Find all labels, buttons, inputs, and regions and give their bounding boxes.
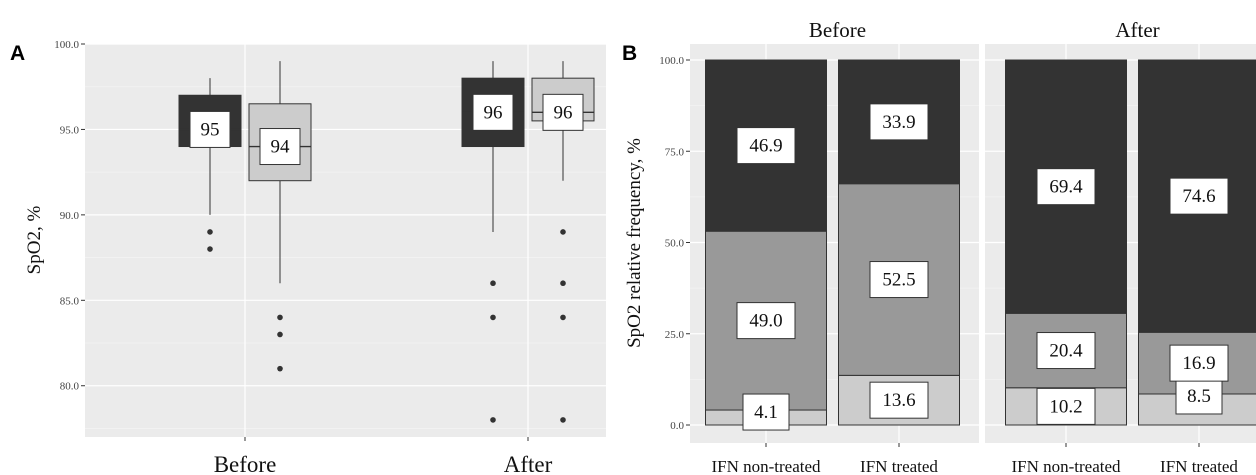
panel-a-letter: A	[10, 42, 25, 65]
panel-a-x-labels: Before After	[214, 437, 553, 475]
panel-b-facet-before: Before 4.1 49.0 46.9 IFN non-treated 13.6 52.5…	[690, 18, 979, 475]
panel-b-facet-before-ifn-treated-segment-2-label: 52.5	[882, 270, 915, 291]
panel-b-facet-before-ifn-treated-segment-3-label: 33.9	[882, 112, 915, 133]
panel-b-facet-before-ifn-non-treated-x-label: IFN non-treated	[711, 457, 821, 475]
panel-b-facet-after-ifn-treated-segment-1-label: 8.5	[1187, 386, 1211, 407]
panel-b-facet-after-ifn-treated-segment-3-label: 74.6	[1182, 186, 1215, 207]
panel-a-after-series1-median-label-box	[472, 93, 514, 131]
panel-a-before-series2-median-label: 94	[271, 137, 291, 158]
panel-a-x-label-before: Before	[214, 452, 277, 475]
panel-b-y-tick-label: 50.0	[665, 238, 685, 250]
panel-b-facet-after-title: After	[1115, 18, 1159, 42]
panel-a-after-series2-median-label-box	[542, 93, 584, 131]
panel-a-before-series1-outlier	[207, 246, 213, 252]
panel-a-y-tick-label: 100.0	[54, 39, 79, 51]
panel-a-after-series1-outlier	[490, 417, 496, 423]
panel-b-facet-before-ifn-treated-segment-1-label-box	[869, 381, 929, 419]
panel-b-facet-after-ifn-non-treated-segment-1-label-box	[1036, 387, 1096, 425]
panel-b-facet-before-ifn-non-treated-segment-2-label: 49.0	[749, 311, 782, 332]
panel-b-facet-before-ifn-non-treated-segment-1-label-box	[742, 393, 790, 431]
panel-b-facet-before-title: Before	[809, 18, 866, 42]
panel-b-facet-after-ifn-non-treated-segment-3-label-box	[1036, 168, 1096, 206]
panel-b-y-tick-label: 0.0	[670, 420, 684, 432]
panel-b-y-tick-label: 25.0	[665, 329, 685, 341]
panel-b-facet-after-ifn-non-treated-x-label: IFN non-treated	[1011, 457, 1121, 475]
panel-a-after-series2-outlier	[560, 229, 566, 235]
panel-a-y-tick-label: 80.0	[60, 381, 80, 393]
panel-b-letter: B	[622, 42, 637, 65]
panel-a-after-series1-outlier	[490, 314, 496, 321]
panel-b-facet-before-ifn-treated-x-label: IFN treated	[860, 457, 938, 475]
panel-b-facet-after: After 10.2 20.4 69.4 IFN non-treated 8.5 16.9 7…	[985, 18, 1256, 475]
panel-a-before-series2-median-label-box	[259, 128, 301, 166]
panel-a-y-tick-label: 90.0	[60, 210, 80, 222]
panel-b-facet-before-ifn-treated-segment-1-label: 13.6	[882, 390, 915, 411]
panel-b-facet-before-ifn-treated-segment-2-label-box	[869, 261, 929, 299]
panel-b-facets: Before 4.1 49.0 46.9 IFN non-treated 13.6 52.5…	[690, 18, 1256, 475]
panel-a-y-tick-label: 95.0	[60, 124, 80, 136]
panel-b-facet-after-ifn-treated-segment-2-label: 16.9	[1182, 353, 1215, 374]
panel-b-facet-before-ifn-non-treated-segment-1-label: 4.1	[754, 402, 778, 423]
panel-a-before-series1-median-label: 95	[201, 119, 220, 140]
panel-a-after-series1-outlier	[490, 280, 496, 287]
panel-a-after-series1-median-label: 96	[484, 102, 503, 123]
panel-a-y-ticks: 80.0 85.0 90.0 95.0 100.0	[54, 39, 85, 393]
panel-a-y-axis-title: SpO2, %	[24, 206, 45, 275]
panel-a-after-series2-outlier	[560, 280, 566, 287]
panel-b-facet-before-ifn-non-treated-segment-3-label-box	[736, 127, 796, 165]
panel-b-facet-after-ifn-treated-x-label: IFN treated	[1160, 457, 1238, 475]
panel-b-facet-after-ifn-non-treated-segment-1-label: 10.2	[1049, 396, 1082, 417]
panel-b-facet-after-ifn-non-treated-segment-2-label-box	[1036, 332, 1096, 370]
panel-b-y-ticks: 0.0 25.0 50.0 75.0 100.0	[659, 55, 690, 432]
panel-a-boxplots: 95 96 94 96	[178, 61, 595, 423]
panel-a-after-series2-outlier	[560, 314, 566, 321]
panel-b-facet-after-ifn-non-treated-segment-3-label: 69.4	[1049, 177, 1083, 198]
panel-a-after-series2-median-label: 96	[554, 102, 573, 123]
panel-b-facet-after-ifn-non-treated-segment-2-label: 20.4	[1049, 341, 1083, 362]
panel-b-facet-after-ifn-treated-segment-3-label-box	[1169, 177, 1229, 215]
panel-a-before-series2-outlier	[277, 314, 283, 321]
panel-b-facet-before-ifn-treated-segment-3-label-box	[869, 103, 929, 141]
panel-a-before-series1-outlier	[207, 229, 213, 235]
panel-a-x-label-after: After	[504, 452, 553, 475]
panel-a-before-series1-median-label-box	[189, 110, 231, 148]
panel-b-y-tick-label: 100.0	[659, 55, 684, 67]
panel-b-y-tick-label: 75.0	[665, 146, 685, 158]
panel-a-before-series2-outlier	[277, 331, 283, 338]
panel-a-before-series2-outlier	[277, 365, 283, 372]
panel-b-y-axis-title: SpO2 relative frequency, %	[624, 138, 645, 348]
panel-b-facet-after-ifn-treated-segment-1-label-box	[1175, 377, 1223, 415]
panel-a-after-series2-outlier	[560, 417, 566, 423]
panel-a-y-tick-label: 85.0	[60, 295, 80, 307]
panel-b-facet-after-ifn-treated-segment-2-label-box	[1169, 344, 1229, 382]
panel-b-facet-before-ifn-non-treated-segment-2-label-box	[736, 302, 796, 340]
panel-b-facet-before-ifn-non-treated-segment-3-label: 46.9	[749, 136, 782, 157]
